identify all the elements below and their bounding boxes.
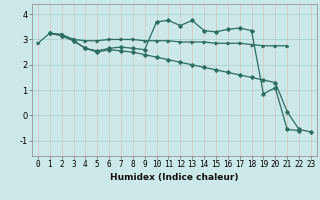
X-axis label: Humidex (Indice chaleur): Humidex (Indice chaleur) <box>110 173 239 182</box>
